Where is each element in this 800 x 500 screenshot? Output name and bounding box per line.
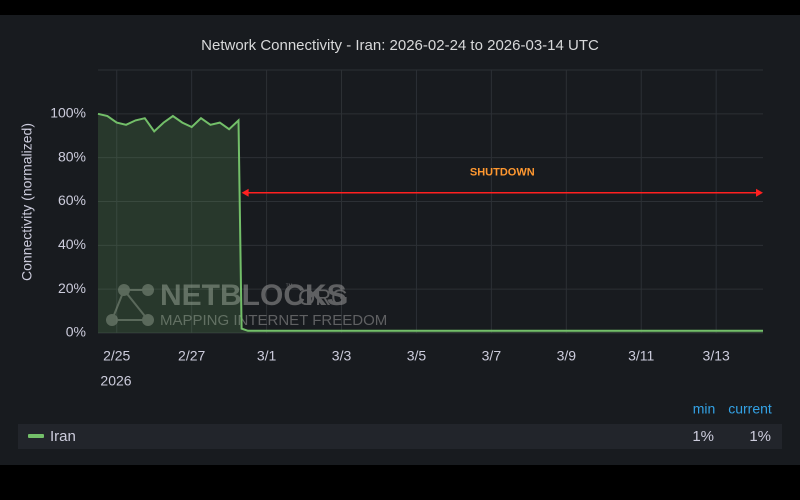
legend-swatch [28, 434, 44, 438]
x-tick-label: 2/27 [178, 348, 205, 364]
annotation-text: SHUTDOWN [470, 167, 535, 179]
x-tick-label: 3/9 [557, 348, 577, 364]
legend-label[interactable]: Iran [50, 428, 76, 445]
x-year-label: 2026 [100, 373, 131, 389]
grid [98, 70, 763, 334]
x-tick-label: 3/1 [257, 348, 277, 364]
arrow-head [241, 188, 249, 197]
y-tick-label: 60% [58, 192, 86, 208]
legend-row [18, 424, 782, 449]
y-tick-label: 20% [58, 280, 86, 296]
legend-header: current [728, 401, 772, 417]
y-tick-label: 0% [66, 324, 86, 340]
legend-stat: 1% [692, 428, 714, 445]
area [98, 113, 763, 333]
watermark: NETBLOCKS ™ .ORG MAPPING INTERNET FREEDO… [106, 279, 387, 329]
y-tick-label: 40% [58, 236, 86, 252]
chart-title: Network Connectivity - Iran: 2026-02-24 … [201, 37, 599, 54]
x-tick-label: 3/13 [703, 348, 730, 364]
y-tick-label: 100% [50, 105, 86, 121]
x-tick-label: 3/5 [407, 348, 427, 364]
y-axis-label: Connectivity (normalized) [19, 123, 35, 281]
watermark-mark: ™ [285, 282, 293, 291]
arrow-head [756, 188, 763, 197]
line [97, 112, 763, 332]
x-tick-label: 2/25 [103, 348, 130, 364]
x-tick-label: 3/3 [332, 348, 352, 364]
y-tick-label: 80% [58, 148, 86, 164]
legend-header: min [693, 401, 716, 417]
x-tick-label: 3/7 [482, 348, 502, 364]
watermark-suffix: .ORG [292, 285, 348, 310]
legend-stat: 1% [749, 428, 771, 445]
watermark-tagline: MAPPING INTERNET FREEDOM [160, 312, 387, 329]
panel [0, 15, 800, 465]
x-tick-label: 3/11 [628, 348, 654, 364]
watermark-title: NETBLOCKS [160, 279, 347, 312]
